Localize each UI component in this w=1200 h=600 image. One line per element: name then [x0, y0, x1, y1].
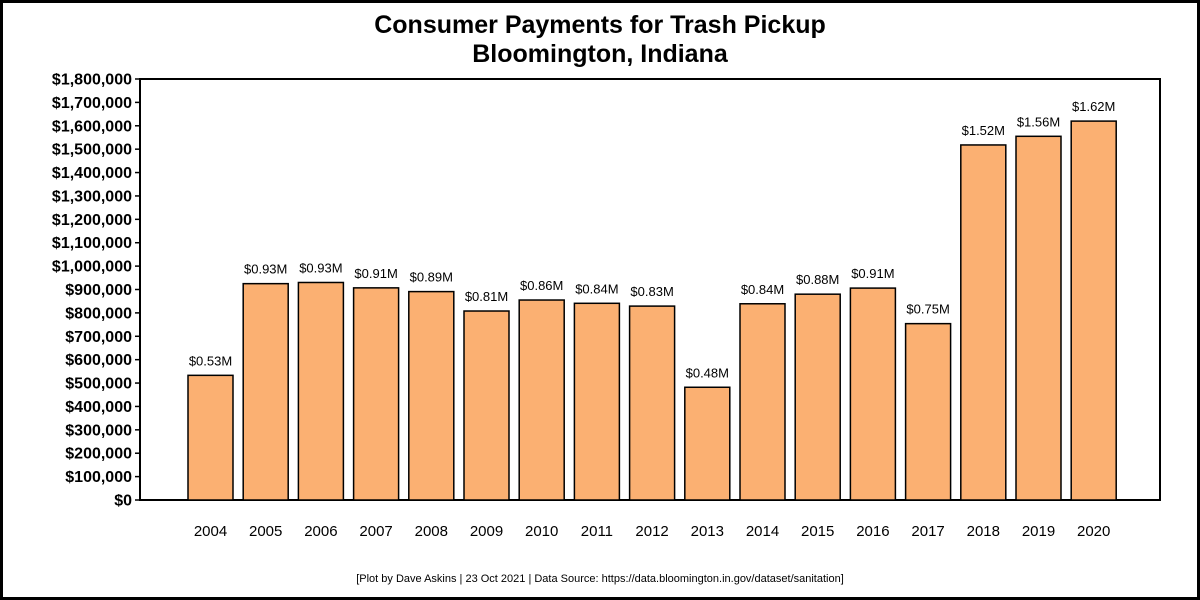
y-axis: $0 $100,000 $200,000 $300,000 $400,000 $500,0…: [52, 72, 140, 510]
chart-title: Consumer Payments for Trash Pickup: [374, 11, 826, 39]
x-tick-label-2012: 2012: [635, 523, 668, 540]
x-tick-label-2007: 2007: [359, 523, 392, 540]
y-tick-label: $100,000: [65, 469, 132, 486]
y-tick-label: $500,000: [65, 376, 132, 393]
x-tick-label-2005: 2005: [249, 523, 282, 540]
x-tick-label-2014: 2014: [746, 523, 779, 540]
data-label-2005: $0.93M: [244, 262, 287, 277]
data-label-2020: $1.62M: [1072, 99, 1115, 114]
y-tick-label: $1,400,000: [52, 165, 132, 182]
x-tick-label-2015: 2015: [801, 523, 834, 540]
y-tick-label: $1,500,000: [52, 142, 132, 159]
bar-2012: [628, 305, 676, 501]
x-tick-label-2017: 2017: [911, 523, 944, 540]
y-tick-label: $700,000: [65, 329, 132, 346]
x-tick-label-2008: 2008: [415, 523, 448, 540]
chart-footer: [Plot by Dave Askins | 23 Oct 2021 | Dat…: [356, 573, 844, 585]
bar-2010: [518, 299, 565, 501]
bar-2004: [187, 374, 234, 501]
data-label-2010: $0.86M: [520, 278, 563, 293]
bar-2007: [352, 287, 400, 501]
y-tick-label: $1,600,000: [52, 118, 132, 135]
bar-2013: [684, 386, 731, 501]
data-label-2017: $0.75M: [906, 302, 949, 317]
bar-2019: [1015, 135, 1062, 501]
y-tick-label: $900,000: [65, 282, 132, 299]
y-tick-label: $1,100,000: [52, 235, 132, 252]
bar-2016: [849, 287, 897, 501]
y-tick-label: $1,200,000: [52, 212, 132, 229]
y-tick-label: $600,000: [65, 352, 132, 369]
x-tick-label-2016: 2016: [856, 523, 889, 540]
bar-2005: [242, 282, 289, 501]
data-label-2007: $0.91M: [354, 266, 397, 281]
data-label-2011: $0.84M: [575, 281, 618, 296]
y-tick-label: $200,000: [65, 446, 132, 463]
y-tick-label: $0: [114, 493, 132, 510]
bar-2015: [794, 293, 841, 501]
chart-title-block: Consumer Payments for Trash Pickup Bloom…: [0, 11, 1200, 69]
data-label-2018: $1.52M: [962, 123, 1005, 138]
y-tick-label: $800,000: [65, 305, 132, 322]
data-label-2015: $0.88M: [796, 272, 839, 287]
x-tick-label-2009: 2009: [470, 523, 503, 540]
x-tick-label-2020: 2020: [1077, 523, 1110, 540]
bars: $0.53M $0.93M $0.93M $0.91M $0.89M $0.81M $0.8…: [187, 99, 1117, 501]
data-label-2004: $0.53M: [189, 353, 232, 368]
bar-2020: [1070, 120, 1117, 501]
data-label-2019: $1.56M: [1017, 114, 1060, 129]
y-tick-label: $1,700,000: [52, 95, 132, 112]
x-tick-label-2006: 2006: [304, 523, 337, 540]
data-label-2008: $0.89M: [410, 270, 453, 285]
data-label-2013: $0.48M: [686, 365, 729, 380]
bar-2009: [463, 310, 510, 501]
x-tick-label-2013: 2013: [691, 523, 724, 540]
bar-2008: [408, 290, 455, 501]
x-tick-label-2019: 2019: [1022, 523, 1055, 540]
data-label-2006: $0.93M: [299, 260, 342, 275]
y-tick-label: $300,000: [65, 422, 132, 439]
x-tick-label-2004: 2004: [194, 523, 227, 540]
bar-2014: [739, 303, 786, 501]
x-tick-label-2010: 2010: [525, 523, 558, 540]
x-axis: 2004 2005 2006 2007 2008 2009 2010 2011 2012 2013…: [194, 523, 1111, 540]
y-tick-label: $1,000,000: [52, 259, 132, 276]
x-tick-label-2011: 2011: [581, 523, 613, 540]
chart-subtitle: Bloomington, Indiana: [472, 40, 728, 68]
bar-2017: [904, 322, 952, 501]
x-tick-label-2018: 2018: [967, 523, 1000, 540]
y-tick-label: $1,300,000: [52, 188, 132, 205]
bar-2018: [960, 144, 1007, 501]
data-label-2016: $0.91M: [851, 266, 894, 281]
data-label-2012: $0.83M: [630, 284, 673, 299]
y-tick-label: $400,000: [65, 399, 132, 416]
data-label-2014: $0.84M: [741, 282, 784, 297]
bar-2011: [573, 302, 621, 501]
y-tick-label: $1,800,000: [52, 72, 132, 89]
data-label-2009: $0.81M: [465, 289, 508, 304]
bar-2006: [297, 281, 345, 501]
